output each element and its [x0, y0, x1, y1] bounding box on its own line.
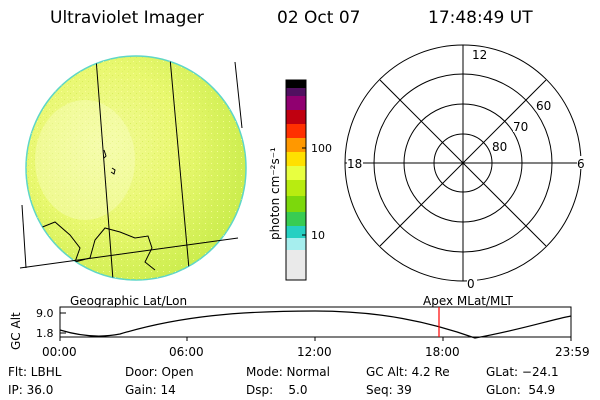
app-title: Ultraviolet Imager [50, 8, 204, 28]
altitude-xtick-2359: 23:59 [555, 345, 590, 359]
status-mode: Mode: Normal [246, 365, 330, 379]
status-ip: IP: 36.0 [8, 383, 54, 397]
colorbar-tick-100: 100 [311, 142, 332, 155]
mlt-label-18: 18 [347, 157, 362, 171]
altitude-xtick-0000: 00:00 [42, 345, 77, 359]
status-door: Door: Open [125, 365, 194, 379]
status-flt: Flt: LBHL [8, 365, 62, 379]
uv-image [19, 55, 247, 281]
colorbar: 100 10 photon cm⁻²s⁻¹ [268, 79, 332, 281]
altitude-xtick-1200: 12:00 [297, 345, 332, 359]
colorbar-unit-label: photon cm⁻²s⁻¹ [268, 147, 282, 240]
status-gain: Gain: 14 [125, 383, 176, 397]
geographic-grid [39, 57, 191, 280]
altitude-curve [59, 310, 572, 339]
status-glon: GLon: 54.9 [486, 383, 556, 397]
altitude-ytick-9: 9.0 [36, 307, 54, 320]
altitude-xtick-0600: 06:00 [169, 345, 204, 359]
status-dsp: Dsp: 5.0 [246, 383, 308, 397]
apex-grid-label: Apex MLat/MLT [423, 294, 513, 308]
altitude-ylabel: GC Alt [9, 312, 23, 350]
altitude-xtick-1800: 18:00 [425, 345, 460, 359]
mlt-label-0: 0 [467, 277, 475, 291]
altitude-plot: GC Alt 9.0 1.8 00:00 06:00 12:00 18:00 2… [9, 306, 590, 359]
lat-label-70: 70 [513, 120, 528, 134]
geographic-grid-label: Geographic Lat/Lon [70, 294, 188, 308]
polar-plot [344, 44, 582, 282]
date-label: 02 Oct 07 [277, 8, 361, 28]
status-seq: Seq: 39 [366, 383, 412, 397]
status-gc-alt: GC Alt: 4.2 Re [366, 365, 450, 379]
lat-label-60: 60 [536, 99, 551, 113]
status-glat: GLat: −24.1 [486, 365, 559, 379]
mlt-label-6: 6 [577, 157, 585, 171]
mlt-label-12: 12 [472, 48, 487, 62]
colorbar-tick-10: 10 [311, 229, 325, 242]
altitude-ytick-1.8: 1.8 [36, 327, 54, 340]
time-label: 17:48:49 UT [428, 8, 533, 28]
lat-label-80: 80 [492, 140, 507, 154]
